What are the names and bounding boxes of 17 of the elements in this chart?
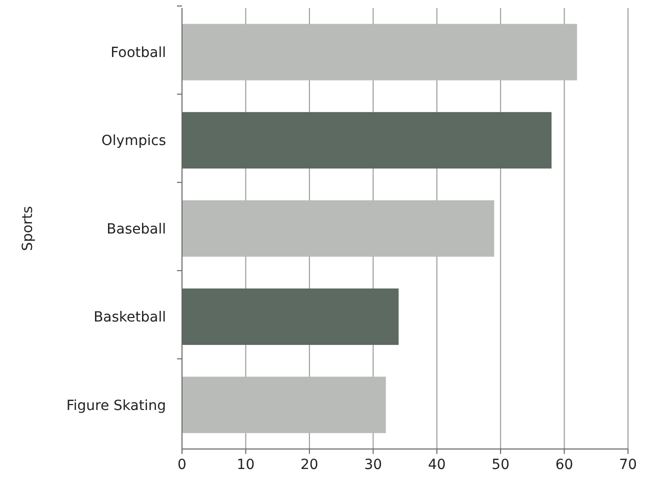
x-tick-label: 30 <box>364 457 382 473</box>
y-tick-label: Baseball <box>106 221 166 238</box>
y-tick-label: Basketball <box>94 310 166 326</box>
bar <box>182 200 494 257</box>
y-axis-title: Sports <box>20 206 36 251</box>
y-tick-label: Figure Skating <box>66 398 166 414</box>
y-tick-label: Football <box>110 45 166 61</box>
bar <box>182 24 578 80</box>
y-tick-label: Olympics <box>101 133 166 150</box>
bar <box>182 376 386 434</box>
x-tick-label: 40 <box>428 457 446 473</box>
x-tick-label: 70 <box>619 457 637 473</box>
x-tick-label: 10 <box>236 457 255 473</box>
x-tick-label: 0 <box>178 457 186 473</box>
x-tick-label: 50 <box>492 457 510 473</box>
x-tick-label: 20 <box>300 457 318 473</box>
x-tick-label: 60 <box>555 457 574 473</box>
